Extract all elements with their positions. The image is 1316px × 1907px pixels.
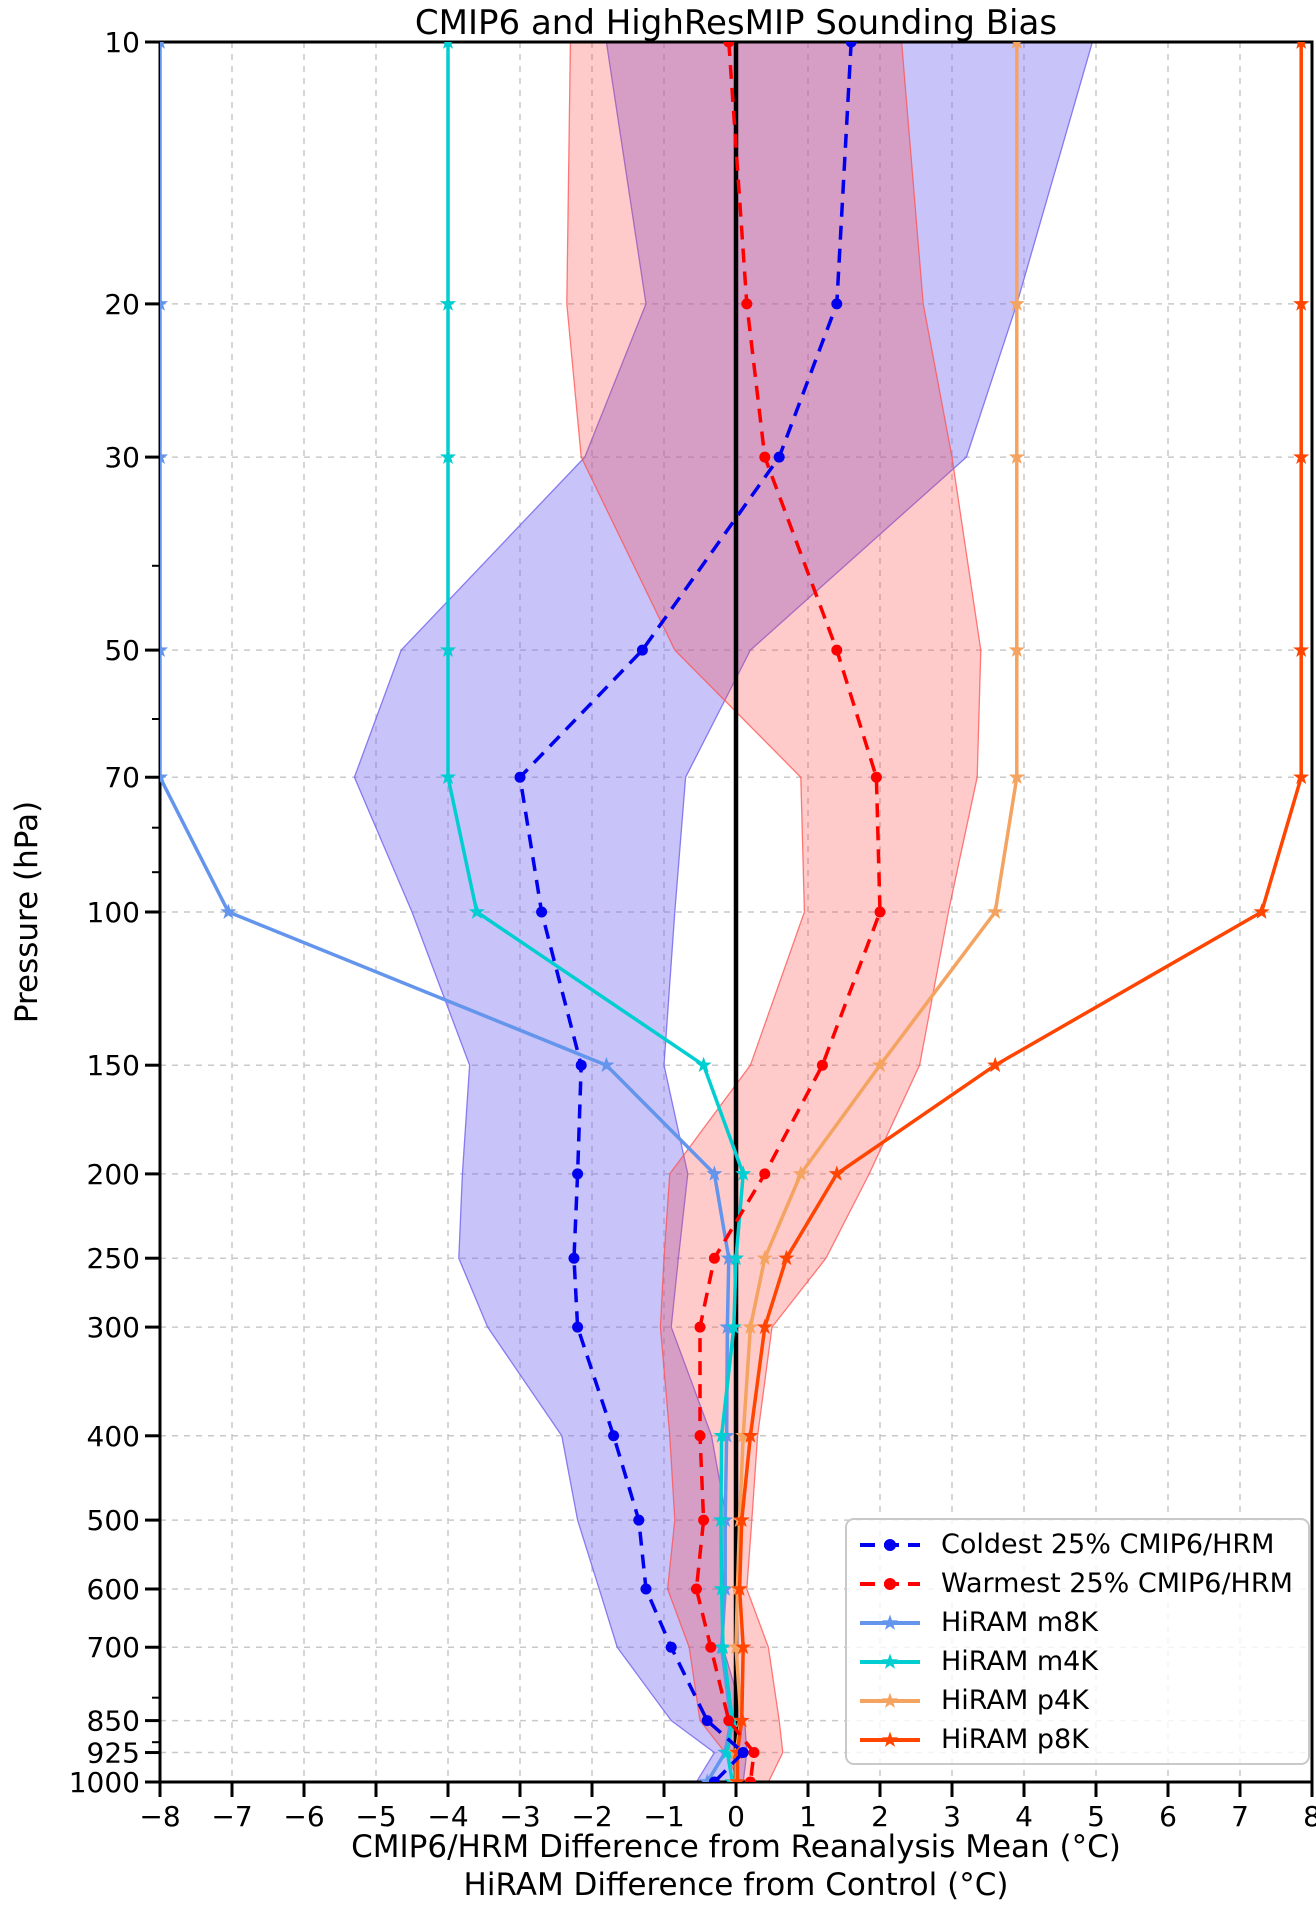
- warmest-quartile-spread-band: [566, 42, 982, 1782]
- x-axis-title-line2: HiRAM Difference from Control (°C): [463, 1867, 1009, 1903]
- legend-item-label: HiRAM m4K: [941, 1646, 1099, 1677]
- svg-text:500: 500: [87, 1504, 140, 1537]
- svg-text:−3: −3: [499, 1800, 540, 1833]
- svg-text:8: 8: [1303, 1800, 1316, 1833]
- legend-item-label: Warmest 25% CMIP6/HRM: [941, 1568, 1293, 1599]
- svg-text:2: 2: [871, 1800, 889, 1833]
- svg-text:−6: −6: [283, 1800, 324, 1833]
- axis-ticks: [145, 40, 1314, 1797]
- legend: Coldest 25% CMIP6/HRM Warmest 25% CMIP6/H…: [845, 1518, 1310, 1765]
- legend-item-label: HiRAM p4K: [941, 1685, 1089, 1716]
- svg-text:400: 400: [87, 1420, 140, 1453]
- legend-item-hiram-m8k: HiRAM m8K: [859, 1603, 1308, 1642]
- solid-line-swatch-icon: [860, 1692, 920, 1708]
- svg-text:925: 925: [87, 1737, 140, 1770]
- series-hiram-p8k: [729, 42, 1310, 1782]
- svg-text:250: 250: [87, 1242, 140, 1275]
- dashed-line-swatch-icon: [860, 1538, 920, 1551]
- svg-text:3: 3: [943, 1800, 961, 1833]
- legend-item-hiram-m4k: HiRAM m4K: [859, 1642, 1308, 1681]
- svg-text:4: 4: [1015, 1800, 1033, 1833]
- svg-text:−8: −8: [139, 1800, 180, 1833]
- svg-text:100: 100: [87, 896, 140, 929]
- svg-text:300: 300: [87, 1311, 140, 1344]
- legend-item-label: HiRAM p8K: [941, 1724, 1089, 1755]
- svg-text:6: 6: [1159, 1800, 1177, 1833]
- solid-line-swatch-icon: [860, 1731, 920, 1747]
- svg-text:30: 30: [104, 441, 140, 474]
- solid-line-swatch-icon: [860, 1614, 920, 1630]
- dashed-line-swatch-icon: [860, 1577, 920, 1590]
- svg-text:0: 0: [727, 1800, 745, 1833]
- svg-text:5: 5: [1087, 1800, 1105, 1833]
- svg-text:700: 700: [87, 1631, 140, 1664]
- y-tick-labels: 10 20 30 50 70 100 150 200 250 300 400 500 600 700 850…: [69, 26, 140, 1799]
- legend-item-hiram-p4k: HiRAM p4K: [859, 1681, 1308, 1720]
- svg-text:600: 600: [87, 1573, 140, 1606]
- svg-text:10: 10: [104, 26, 140, 59]
- svg-text:200: 200: [87, 1158, 140, 1191]
- svg-text:1000: 1000: [69, 1766, 140, 1799]
- legend-item-coldest-25-cmip6-hrm: Coldest 25% CMIP6/HRM: [859, 1525, 1308, 1564]
- svg-text:−4: −4: [427, 1800, 468, 1833]
- svg-text:850: 850: [87, 1705, 140, 1738]
- x-tick-labels: −8 −7 −6 −5 −4 −3 −2 −1 0 1 2 3 4 5 6 7 8: [139, 1800, 1316, 1833]
- legend-item-label: Coldest 25% CMIP6/HRM: [941, 1529, 1275, 1560]
- x-axis-title-line1: CMIP6/HRM Difference from Reanalysis Mea…: [351, 1829, 1121, 1865]
- chart-title: CMIP6 and HighResMIP Sounding Bias: [414, 3, 1058, 43]
- svg-text:−7: −7: [211, 1800, 252, 1833]
- legend-item-label: HiRAM m8K: [941, 1607, 1099, 1638]
- svg-text:50: 50: [104, 634, 140, 667]
- svg-text:−5: −5: [355, 1800, 396, 1833]
- svg-text:150: 150: [87, 1049, 140, 1082]
- legend-item-warmest-25-cmip6-hrm: Warmest 25% CMIP6/HRM: [859, 1564, 1308, 1603]
- solid-line-swatch-icon: [860, 1653, 920, 1669]
- svg-text:70: 70: [104, 761, 140, 794]
- legend-item-hiram-p8k: HiRAM p8K: [859, 1720, 1308, 1759]
- series-coldest-25-cmip6-hrm: [514, 42, 857, 1782]
- series-warmest-25-cmip6-hrm: [690, 42, 886, 1782]
- svg-text:−2: −2: [571, 1800, 612, 1833]
- coldest-quartile-spread-band: [353, 42, 1094, 1782]
- svg-text:20: 20: [104, 288, 140, 321]
- svg-text:−1: −1: [643, 1800, 684, 1833]
- svg-text:1: 1: [799, 1800, 817, 1833]
- svg-text:7: 7: [1231, 1800, 1249, 1833]
